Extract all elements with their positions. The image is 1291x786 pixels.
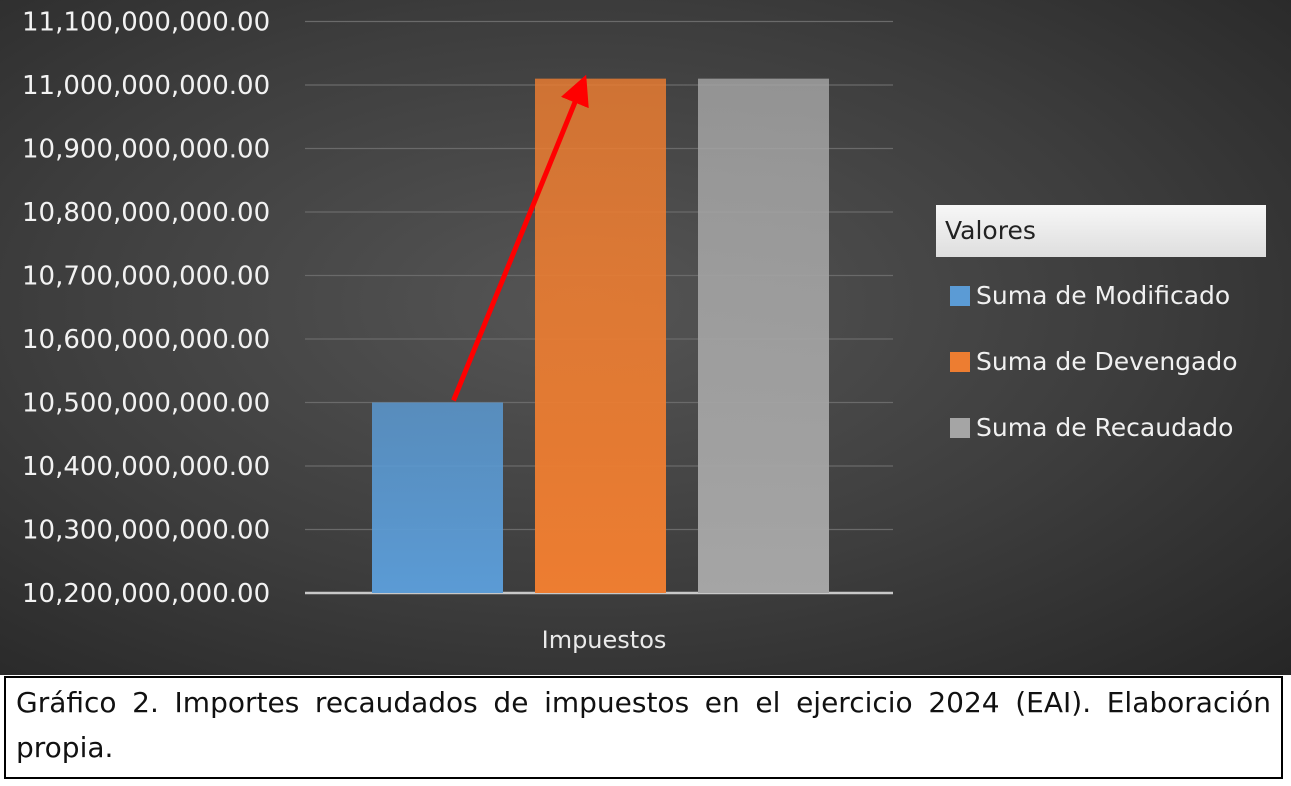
y-tick-label: 10,200,000,000.00: [22, 579, 270, 609]
chart-area: 10,200,000,000.00 10,300,000,000.00 10,400…: [0, 0, 1291, 675]
y-tick-label: 10,800,000,000.00: [22, 198, 270, 228]
figure-caption: Gráfico 2. Importes recaudados de impues…: [4, 676, 1283, 779]
annotation-arrow: [451, 74, 589, 402]
y-tick-label: 11,100,000,000.00: [22, 8, 270, 38]
legend-item-devengado: Suma de Devengado: [950, 347, 1238, 376]
legend-swatch-recaudado: [950, 417, 970, 438]
y-tick-label: 11,000,000,000.00: [22, 71, 270, 101]
y-tick-label: 10,600,000,000.00: [22, 325, 270, 355]
legend-label-devengado: Suma de Devengado: [976, 347, 1238, 376]
bar-suma-de-modificado: [372, 402, 503, 593]
bar-suma-de-devengado: [535, 78, 666, 593]
y-tick-label: 10,400,000,000.00: [22, 452, 270, 482]
y-tick-label: 10,700,000,000.00: [22, 262, 270, 292]
legend-title: Valores: [936, 205, 1266, 257]
legend-label-recaudado: Suma de Recaudado: [976, 413, 1234, 442]
legend-item-recaudado: Suma de Recaudado: [950, 413, 1233, 442]
x-category-label: Impuestos: [542, 626, 667, 654]
legend: Valores Suma de Modificado Suma de Deven…: [936, 205, 1266, 442]
chart-plot: 10,200,000,000.00 10,300,000,000.00 10,400…: [22, 8, 893, 654]
legend-item-modificado: Suma de Modificado: [950, 281, 1230, 310]
bar-suma-de-recaudado: [698, 78, 829, 593]
y-tick-label: 10,900,000,000.00: [22, 135, 270, 165]
legend-swatch-modificado: [950, 285, 970, 306]
y-tick-label: 10,300,000,000.00: [22, 516, 270, 546]
legend-label-modificado: Suma de Modificado: [976, 281, 1231, 310]
y-tick-label: 10,500,000,000.00: [22, 389, 270, 419]
legend-swatch-devengado: [950, 351, 970, 372]
